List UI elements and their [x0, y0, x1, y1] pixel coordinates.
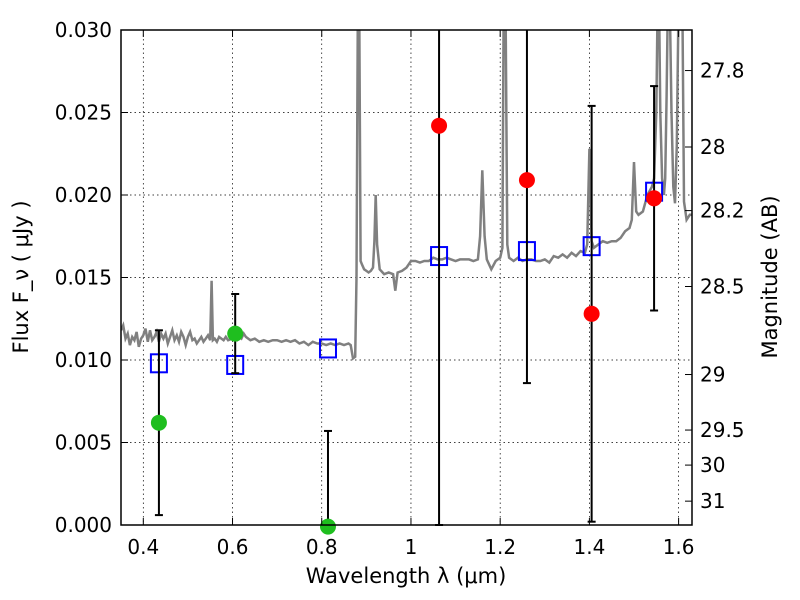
model-photometry-markers [149, 181, 664, 375]
observed-markers [150, 117, 663, 535]
y2-tick-label: 27.8 [700, 59, 745, 83]
y2-tick-label: 28.2 [700, 199, 745, 223]
observed-flux-point [431, 117, 448, 134]
observed-flux-point [518, 172, 535, 189]
y-axis-title: Flux F_ν ( μJy ) [9, 200, 34, 353]
x-tick-label: 0.4 [127, 535, 159, 559]
observed-flux-point [583, 305, 600, 322]
axis-ticks: 0.4 0.6 0.8 1 1.2 1.4 1.6 0.000 0.005 0.010 0.015 0… [55, 18, 745, 559]
y2-tick-label: 28 [700, 135, 725, 159]
x-tick-label: 1.2 [484, 535, 516, 559]
grid [121, 29, 692, 526]
model-photometry-square [318, 338, 337, 359]
y2-tick-label: 28.5 [700, 275, 745, 299]
observed-errorbars [154, 30, 659, 526]
y2-tick-label: 31 [700, 489, 725, 513]
y-tick-label: 0.015 [55, 266, 112, 290]
x-tick-label: 0.6 [217, 535, 249, 559]
y-tick-label: 0.030 [55, 18, 112, 42]
y2-axis-title: Magnitude (AB) [758, 195, 782, 358]
x-tick-label: 0.8 [306, 535, 338, 559]
y-tick-label: 0.000 [55, 513, 112, 537]
observed-flux-point [319, 518, 336, 535]
y-tick-label: 0.025 [55, 101, 112, 125]
x-tick-label: 1.6 [663, 535, 695, 559]
model-spectrum-line [121, 30, 692, 361]
observed-flux-point [150, 414, 167, 431]
y-tick-label: 0.005 [55, 431, 112, 455]
observed-flux-point [227, 325, 244, 342]
y-tick-label: 0.010 [55, 348, 112, 372]
x-axis-title: Wavelength λ (μm) [306, 564, 507, 588]
y2-tick-label: 29 [700, 363, 725, 387]
y2-tick-label: 30 [700, 453, 725, 477]
x-tick-label: 1 [405, 535, 418, 559]
y-tick-label: 0.020 [55, 183, 112, 207]
observed-flux-point [646, 190, 663, 207]
x-tick-label: 1.4 [573, 535, 605, 559]
y2-tick-label: 29.5 [700, 418, 745, 442]
